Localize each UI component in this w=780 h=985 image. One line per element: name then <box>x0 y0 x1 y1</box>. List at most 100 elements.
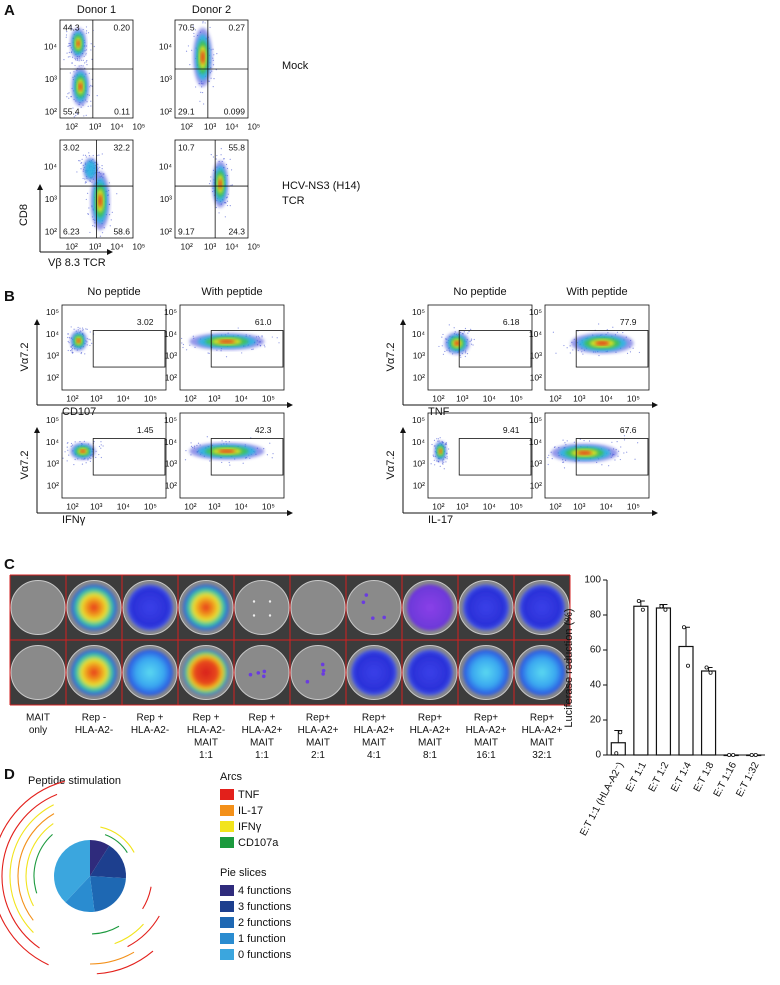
event-dot <box>89 339 91 341</box>
x-tick-label: 10³ <box>208 393 220 403</box>
event-dot <box>63 59 65 61</box>
event-dot <box>223 158 225 160</box>
well-spot <box>262 669 267 674</box>
event-dot <box>90 105 92 107</box>
event-dot <box>208 80 210 82</box>
event-dot <box>197 442 200 444</box>
event-dot <box>99 235 102 237</box>
function-arc <box>96 950 154 975</box>
event-dot <box>90 49 92 51</box>
event-dot <box>432 454 434 456</box>
event-dot <box>73 116 75 118</box>
event-dot <box>64 451 66 453</box>
y-tick-label: 10³ <box>47 350 59 360</box>
legend-swatch <box>220 917 234 928</box>
event-dot <box>209 460 211 462</box>
function-arc <box>33 833 53 894</box>
event-dot <box>230 169 233 171</box>
replicate-point <box>640 607 645 612</box>
pie-slice <box>90 845 126 879</box>
y-tick-label: 10³ <box>160 194 172 204</box>
density-plot <box>208 148 233 218</box>
well-label: MAIT <box>474 738 498 749</box>
well-spot <box>382 615 386 620</box>
event-dot <box>69 56 71 58</box>
event-dot <box>439 437 441 439</box>
y-tick-label: 10² <box>47 372 59 382</box>
well-spot <box>361 600 366 605</box>
function-arc <box>142 886 152 910</box>
event-dot <box>608 465 610 467</box>
event-dot <box>80 162 82 164</box>
well-spot <box>261 674 266 679</box>
density-plot <box>185 21 218 105</box>
event-dot <box>623 435 626 437</box>
well-signal <box>127 649 173 696</box>
column-header: No peptide <box>87 286 140 298</box>
event-dot <box>212 85 214 88</box>
density-plot <box>552 323 641 357</box>
event-dot <box>213 78 215 80</box>
event-dot <box>202 21 204 23</box>
density-plot <box>430 437 450 470</box>
event-dot <box>212 64 215 66</box>
event-dot <box>96 95 98 97</box>
event-dot <box>459 354 461 356</box>
event-dot <box>80 168 82 170</box>
event-dot <box>623 439 626 441</box>
event-dot <box>611 441 613 443</box>
event-dot <box>637 442 639 444</box>
x-tick-label: 10² <box>184 393 196 403</box>
event-dot <box>185 450 187 452</box>
well-rim <box>10 645 66 700</box>
event-dot <box>67 45 69 48</box>
legend-label: 2 functions <box>238 917 292 929</box>
quadrant-value: 0.099 <box>224 106 246 116</box>
x-tick-label: 10³ <box>204 241 216 251</box>
event-dot <box>95 456 97 459</box>
quadrant-value: 29.1 <box>178 106 195 116</box>
legend-label: 4 functions <box>238 885 292 897</box>
y-tick-label: 10³ <box>165 350 177 360</box>
event-dot <box>227 193 229 195</box>
event-dot <box>80 106 82 108</box>
event-dot <box>86 328 88 330</box>
event-dot <box>85 52 87 54</box>
x-tick-label: 10⁴ <box>600 393 613 403</box>
event-dot <box>596 461 598 464</box>
event-dot <box>70 442 73 445</box>
event-dot <box>77 329 79 331</box>
event-dot <box>101 165 103 167</box>
event-dot <box>612 326 614 328</box>
event-dot <box>216 349 218 351</box>
event-dot <box>75 112 77 114</box>
legend-swatch <box>220 837 234 848</box>
event-dot <box>90 84 92 87</box>
event-dot <box>102 445 104 447</box>
x-tick-label: 10⁵ <box>132 121 145 131</box>
replicate-point <box>682 625 687 630</box>
event-dot <box>74 64 76 67</box>
event-dot <box>74 458 76 461</box>
event-dot <box>109 225 111 227</box>
event-dot <box>433 445 435 447</box>
y-tick-label: 10⁴ <box>46 437 59 447</box>
density-plot <box>67 326 95 355</box>
event-dot <box>614 459 616 461</box>
event-dot <box>181 342 183 344</box>
event-dot <box>261 336 263 338</box>
y-tick-label: 10² <box>165 372 177 382</box>
event-dot <box>91 85 93 87</box>
event-dot <box>444 443 447 445</box>
replicate-point <box>727 753 732 758</box>
replicate-point <box>636 599 641 604</box>
event-dot <box>91 58 93 61</box>
event-dot <box>193 32 195 35</box>
y-tick-label: 10⁴ <box>159 42 172 52</box>
well-signal <box>127 584 173 631</box>
event-dot <box>443 468 445 470</box>
well-label: Rep+ <box>530 713 554 724</box>
y-axis-label: Vα7.2 <box>19 343 31 372</box>
event-dot <box>453 327 455 329</box>
gate <box>92 330 166 368</box>
